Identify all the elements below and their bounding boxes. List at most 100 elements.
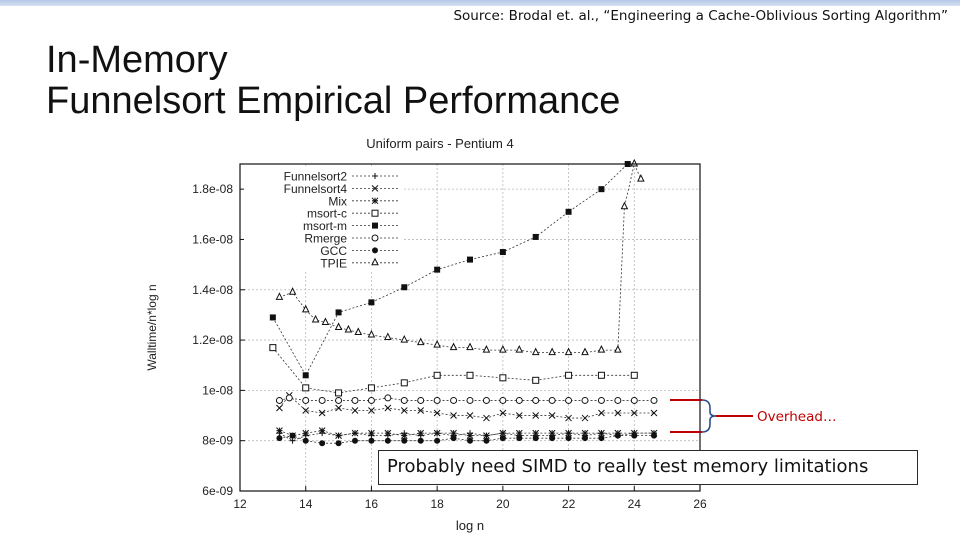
y-tick-label: 1e-08 <box>202 383 233 397</box>
point-tpie <box>581 347 589 356</box>
legend-label-funnelsort4: Funnelsort4 <box>284 182 348 196</box>
point-rmerge <box>581 396 589 404</box>
point-tpie <box>597 345 606 353</box>
point-funnelsort4 <box>417 407 425 414</box>
legend-marker-msort-m <box>372 222 378 229</box>
point-rmerge <box>614 396 622 404</box>
point-funnelsort4 <box>368 407 375 414</box>
point-tpie <box>344 324 353 333</box>
point-mix <box>466 432 474 440</box>
point-rmerge <box>499 396 507 404</box>
y-tick-label: 1.4e-08 <box>192 283 233 297</box>
legend-marker-funnelsort2 <box>372 173 378 179</box>
point-gcc <box>335 440 342 447</box>
point-tpie <box>354 327 363 336</box>
point-gcc <box>582 435 588 442</box>
point-mix <box>384 429 392 437</box>
legend-marker-msort-c <box>371 209 379 217</box>
plot-frame <box>239 163 701 492</box>
legend-marker-gcc <box>372 247 378 254</box>
overhead-callout: Overhead… <box>757 409 837 425</box>
point-gcc <box>384 437 391 444</box>
x-axis-label: log n <box>456 518 484 533</box>
legend-marker-funnelsort4 <box>371 185 379 192</box>
point-gcc <box>450 435 457 442</box>
x-tick-label: 12 <box>233 497 247 511</box>
point-rmerge <box>433 396 441 404</box>
legend-marker-rmerge <box>371 234 379 242</box>
point-tpie <box>288 287 297 295</box>
point-rmerge <box>515 396 523 404</box>
point-funnelsort4 <box>499 409 507 417</box>
point-msort-m <box>434 266 441 273</box>
point-msort-m <box>401 284 408 291</box>
point-msort-c <box>269 344 277 352</box>
point-funnelsort4 <box>335 404 342 412</box>
point-funnelsort4 <box>400 407 408 414</box>
point-tpie <box>311 314 320 323</box>
point-tpie <box>614 345 622 353</box>
point-msort-c <box>630 371 638 379</box>
point-gcc <box>401 437 408 444</box>
point-gcc <box>483 437 490 444</box>
chart-title: Uniform pairs - Pentium 4 <box>366 136 513 151</box>
point-funnelsort4 <box>630 409 638 417</box>
point-rmerge <box>367 396 375 404</box>
point-msort-m <box>467 256 473 263</box>
series-line-mix <box>279 430 654 437</box>
point-rmerge <box>597 396 605 404</box>
point-gcc <box>499 435 506 442</box>
point-mix <box>499 429 507 437</box>
y-axis-label: Walltime/n*log n <box>145 284 159 370</box>
series-line-tpie <box>279 162 642 354</box>
point-tpie <box>466 342 474 351</box>
point-rmerge <box>650 396 658 404</box>
point-msort-m <box>368 299 375 306</box>
point-tpie <box>301 304 310 313</box>
point-rmerge <box>450 396 458 404</box>
point-rmerge <box>532 396 540 404</box>
point-funnelsort4 <box>466 412 474 419</box>
point-rmerge <box>384 394 392 402</box>
x-tick-label: 22 <box>562 497 576 511</box>
point-msort-m <box>335 309 342 316</box>
legend-background <box>244 168 404 272</box>
point-funnelsort4 <box>532 412 540 419</box>
point-rmerge <box>466 396 474 404</box>
y-tick-label: 8e-09 <box>202 434 233 448</box>
slide-top-bar <box>0 0 960 6</box>
point-gcc <box>319 440 326 447</box>
source-citation: Source: Brodal et. al., “Engineering a C… <box>453 8 948 24</box>
point-gcc <box>276 435 283 442</box>
legend-label-msort-m: msort-m <box>303 219 347 233</box>
point-msort-m <box>565 208 572 215</box>
point-funnelsort4 <box>598 409 605 417</box>
point-mix <box>276 427 283 434</box>
point-mix <box>483 432 490 440</box>
point-tpie <box>416 337 425 346</box>
legend-label-mix: Mix <box>328 194 347 208</box>
point-funnelsort4 <box>276 404 283 412</box>
point-funnelsort4 <box>433 409 441 417</box>
point-mix <box>318 427 326 434</box>
simd-note-box: Probably need SIMD to really test memory… <box>378 450 918 485</box>
x-tick-label: 16 <box>365 497 379 511</box>
y-tick-label: 1.2e-08 <box>192 333 233 347</box>
point-tpie <box>531 347 540 356</box>
point-mix <box>598 429 605 437</box>
point-msort-c <box>499 374 507 382</box>
point-msort-c <box>532 376 540 384</box>
point-gcc <box>352 437 358 444</box>
slide-title-line2: Funnelsort Empirical Performance <box>46 80 621 122</box>
point-tpie <box>449 342 458 351</box>
point-tpie <box>433 339 441 348</box>
point-tpie <box>515 345 524 353</box>
point-mix <box>335 432 342 440</box>
point-mix <box>450 429 457 437</box>
legend-label-funnelsort2: Funnelsort2 <box>284 170 348 184</box>
point-gcc <box>417 437 424 444</box>
point-msort-c <box>433 371 441 379</box>
point-mix <box>351 429 359 437</box>
point-msort-c <box>335 389 343 397</box>
point-gcc <box>651 432 657 439</box>
